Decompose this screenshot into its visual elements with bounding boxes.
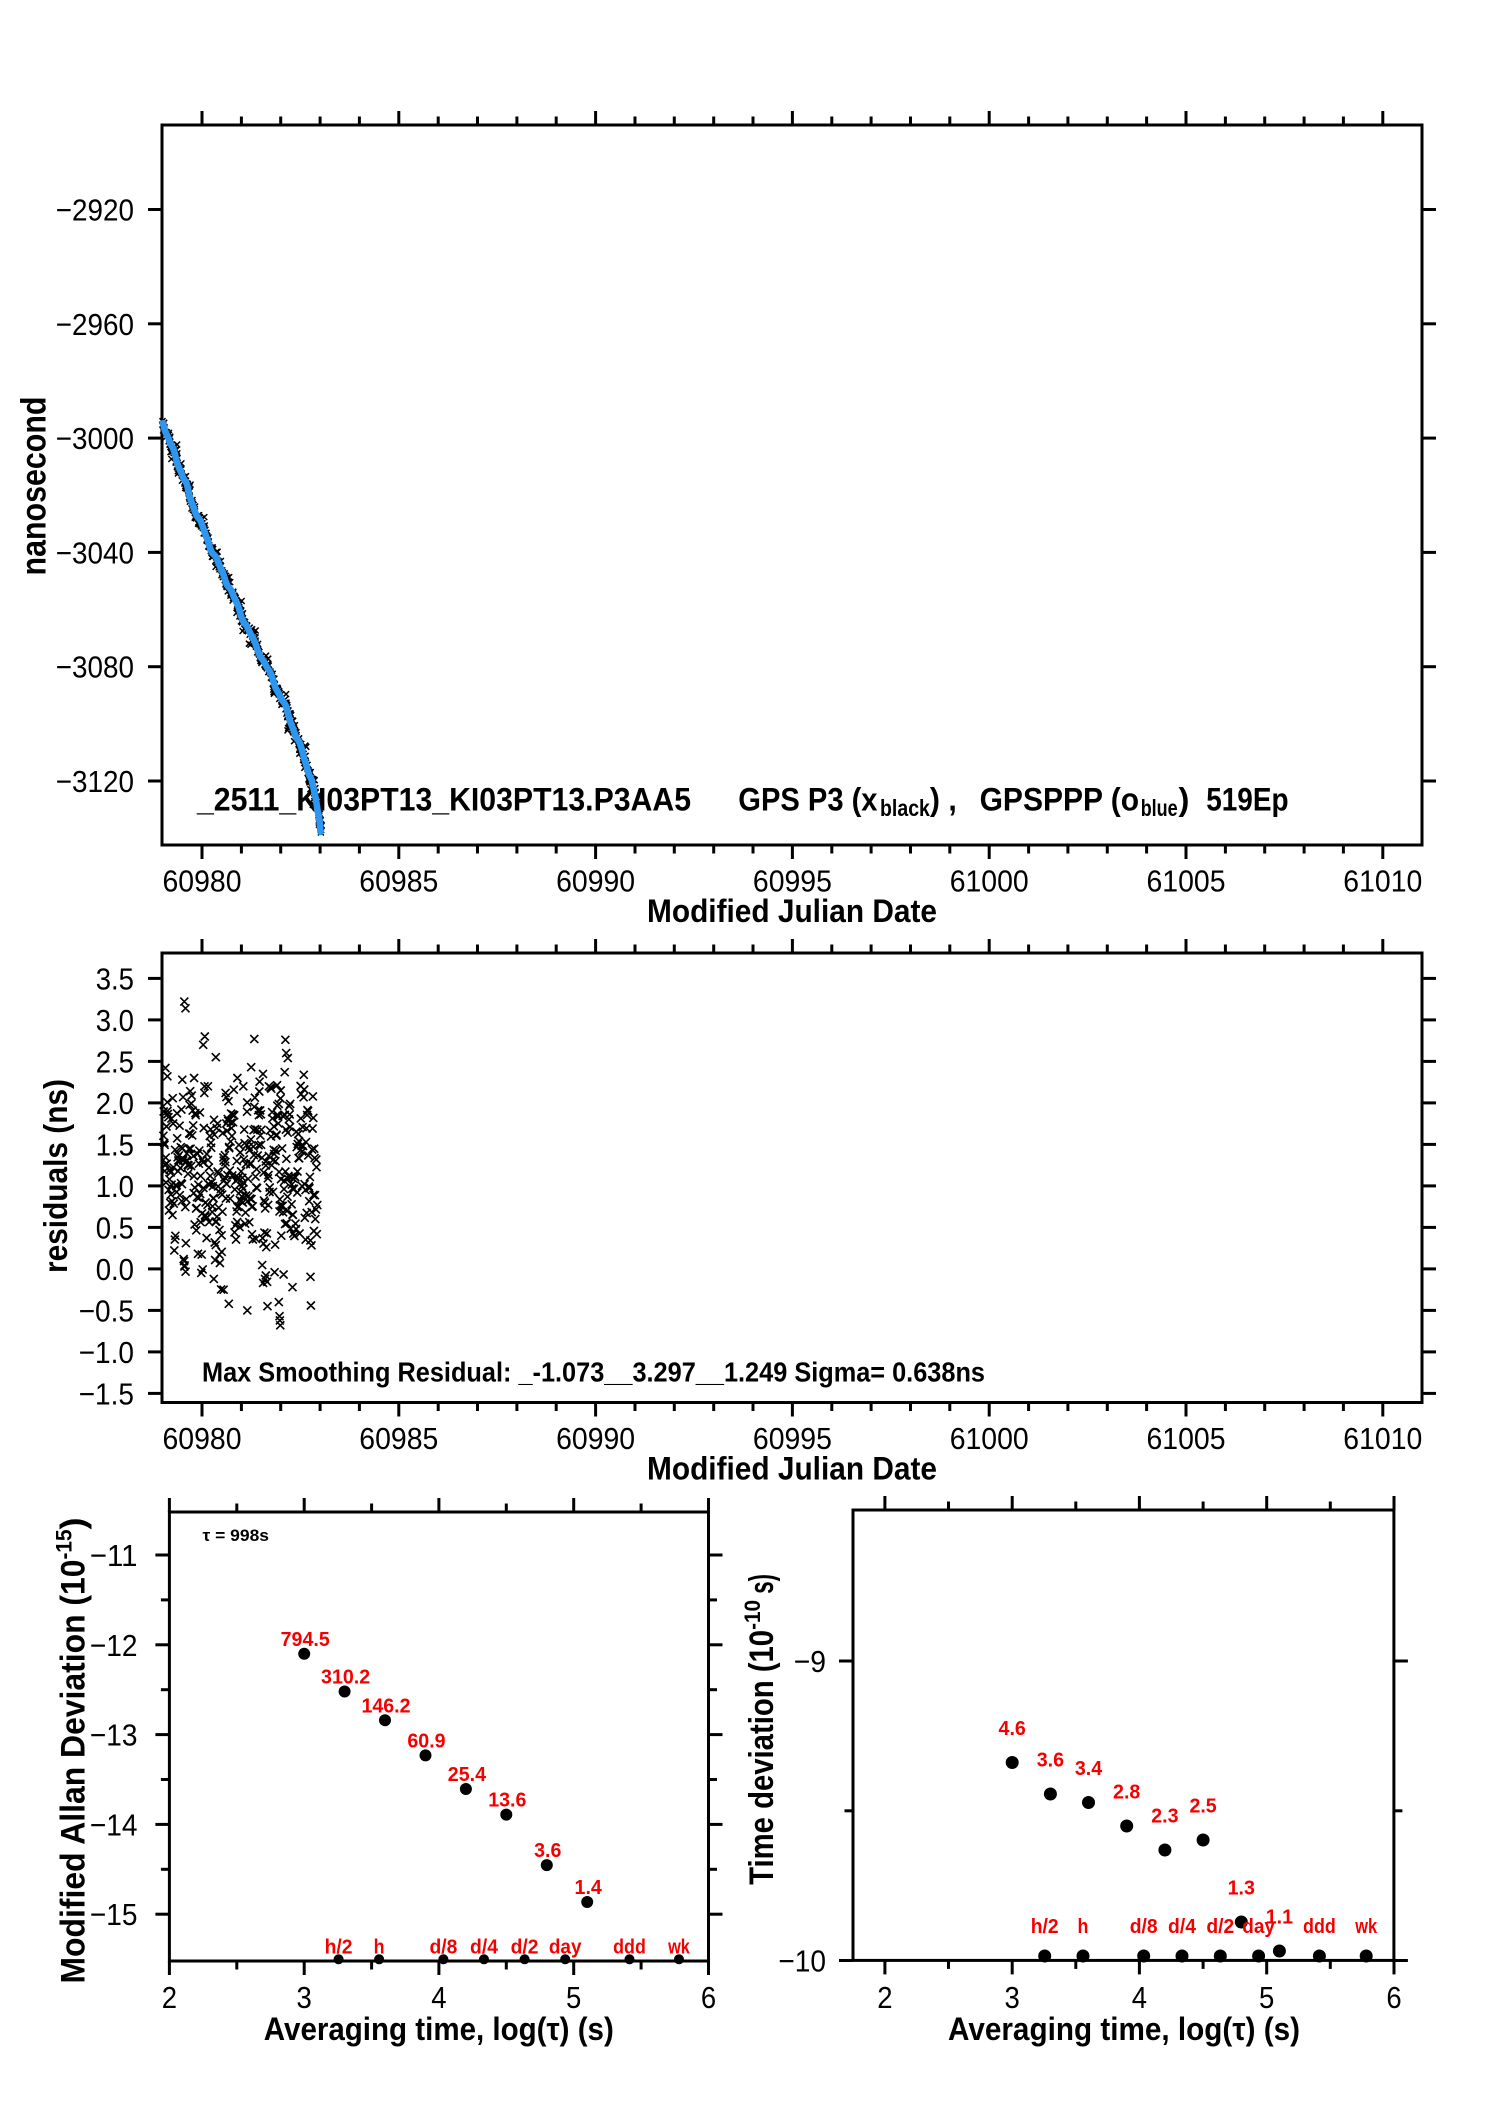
svg-text:25.4: 25.4: [448, 1764, 487, 1786]
svg-text:5: 5: [566, 1980, 581, 2015]
svg-text:−0.5: −0.5: [79, 1293, 134, 1328]
svg-text:h: h: [1078, 1916, 1089, 1938]
svg-text:−1.5: −1.5: [79, 1376, 134, 1411]
svg-text:residuals (ns): residuals (ns): [37, 1079, 74, 1273]
svg-text:60980: 60980: [163, 864, 242, 899]
svg-text:61010: 61010: [1343, 864, 1422, 899]
svg-text:61005: 61005: [1147, 864, 1226, 899]
svg-text:0.5: 0.5: [96, 1210, 134, 1245]
svg-text:Averaging time, log(τ) (s): Averaging time, log(τ) (s): [264, 2011, 614, 2047]
svg-text:3.6: 3.6: [1037, 1750, 1064, 1772]
svg-text:4.6: 4.6: [999, 1718, 1026, 1740]
svg-text:2.0: 2.0: [96, 1086, 134, 1121]
svg-text:τ = 998s: τ = 998s: [203, 1526, 270, 1545]
svg-text:6: 6: [701, 1980, 716, 2015]
svg-text:ddd: ddd: [613, 1936, 646, 1958]
svg-text:13.6: 13.6: [488, 1790, 526, 1812]
svg-text:nanosecond: nanosecond: [15, 397, 54, 576]
svg-text:3.5: 3.5: [96, 961, 134, 996]
svg-text:1.4: 1.4: [575, 1877, 603, 1899]
svg-text:2.5: 2.5: [96, 1044, 134, 1079]
svg-text:d/8: d/8: [1130, 1916, 1158, 1938]
svg-text:60.9: 60.9: [407, 1731, 445, 1753]
svg-text:2: 2: [162, 1980, 177, 2015]
svg-text:Averaging time, log(τ) (s): Averaging time, log(τ) (s): [948, 2011, 1300, 2047]
svg-text:wk: wk: [667, 1936, 690, 1958]
svg-text:61000: 61000: [950, 1421, 1029, 1456]
svg-text:−3040: −3040: [56, 535, 134, 570]
svg-text:−15: −15: [90, 1897, 138, 1932]
svg-text:0.0: 0.0: [96, 1252, 134, 1287]
svg-text:−2920: −2920: [56, 193, 134, 228]
svg-text:Modified Julian Date: Modified Julian Date: [647, 1451, 937, 1487]
svg-text:−3000: −3000: [56, 421, 134, 456]
svg-text:h/2: h/2: [325, 1936, 353, 1958]
svg-text:2.8: 2.8: [1113, 1782, 1140, 1804]
svg-text:−11: −11: [90, 1538, 138, 1573]
svg-text:4: 4: [431, 1980, 446, 2015]
svg-text:2: 2: [877, 1980, 892, 2015]
svg-text:3.0: 3.0: [96, 1003, 134, 1038]
svg-text:h: h: [374, 1936, 385, 1958]
svg-text:794.5: 794.5: [281, 1629, 330, 1651]
svg-text:6: 6: [1386, 1980, 1401, 2015]
svg-text:−13: −13: [90, 1718, 138, 1753]
svg-text:3.6: 3.6: [534, 1840, 561, 1862]
svg-text:60990: 60990: [556, 864, 635, 899]
svg-text:d/2: d/2: [1206, 1916, 1234, 1938]
svg-text:Modified Allan Deviation (10-1: Modified Allan Deviation (10-15): [52, 1518, 93, 1984]
svg-text:day: day: [549, 1936, 583, 1958]
svg-text:wk: wk: [1354, 1916, 1377, 1938]
svg-text:60985: 60985: [359, 1421, 438, 1456]
svg-text:61000: 61000: [950, 864, 1029, 899]
svg-text:310.2: 310.2: [321, 1667, 370, 1689]
svg-text:60995: 60995: [753, 864, 832, 899]
svg-text:3.4: 3.4: [1075, 1758, 1103, 1780]
svg-text:ddd: ddd: [1303, 1916, 1336, 1938]
svg-text:1.5: 1.5: [96, 1127, 134, 1162]
svg-text:_2511_KI03PT13_KI03PT13.P3AA5: _2511_KI03PT13_KI03PT13.P3AA5: [196, 782, 691, 818]
svg-text:60990: 60990: [556, 1421, 635, 1456]
svg-text:60995: 60995: [753, 1421, 832, 1456]
svg-text:61005: 61005: [1147, 1421, 1226, 1456]
svg-text:h/2: h/2: [1031, 1916, 1059, 1938]
svg-text:3: 3: [1005, 1980, 1020, 2015]
svg-text:d/8: d/8: [429, 1936, 457, 1958]
svg-text:2.3: 2.3: [1151, 1806, 1178, 1828]
svg-text:−1.0: −1.0: [79, 1335, 134, 1370]
svg-text:1.0: 1.0: [96, 1169, 134, 1204]
svg-text:d/2: d/2: [511, 1936, 539, 1958]
svg-text:3: 3: [297, 1980, 312, 2015]
svg-text:day: day: [1242, 1916, 1276, 1938]
svg-text:−9: −9: [794, 1644, 826, 1679]
svg-text:2.5: 2.5: [1189, 1796, 1216, 1818]
svg-text:Max Smoothing Residual: _-1.07: Max Smoothing Residual: _-1.073__3.297__…: [202, 1356, 985, 1387]
svg-text:−10: −10: [778, 1944, 826, 1979]
svg-text:d/4: d/4: [470, 1936, 499, 1958]
svg-text:146.2: 146.2: [361, 1695, 410, 1717]
svg-text:61010: 61010: [1343, 1421, 1422, 1456]
svg-text:60985: 60985: [359, 864, 438, 899]
svg-text:−3120: −3120: [56, 764, 134, 799]
svg-text:1.3: 1.3: [1228, 1878, 1255, 1900]
svg-text:−2960: −2960: [56, 307, 134, 342]
svg-text:4: 4: [1132, 1980, 1147, 2015]
svg-text:−12: −12: [90, 1628, 138, 1663]
svg-text:Time deviation (10-10 s): Time deviation (10-10 s): [740, 1574, 781, 1885]
svg-text:5: 5: [1259, 1980, 1274, 2015]
svg-text:−3080: −3080: [56, 650, 134, 685]
svg-text:−14: −14: [90, 1807, 138, 1842]
svg-text:60980: 60980: [163, 1421, 242, 1456]
svg-text:d/4: d/4: [1168, 1916, 1197, 1938]
svg-text:1.1: 1.1: [1266, 1907, 1293, 1929]
svg-text:Modified Julian Date: Modified Julian Date: [647, 893, 937, 929]
